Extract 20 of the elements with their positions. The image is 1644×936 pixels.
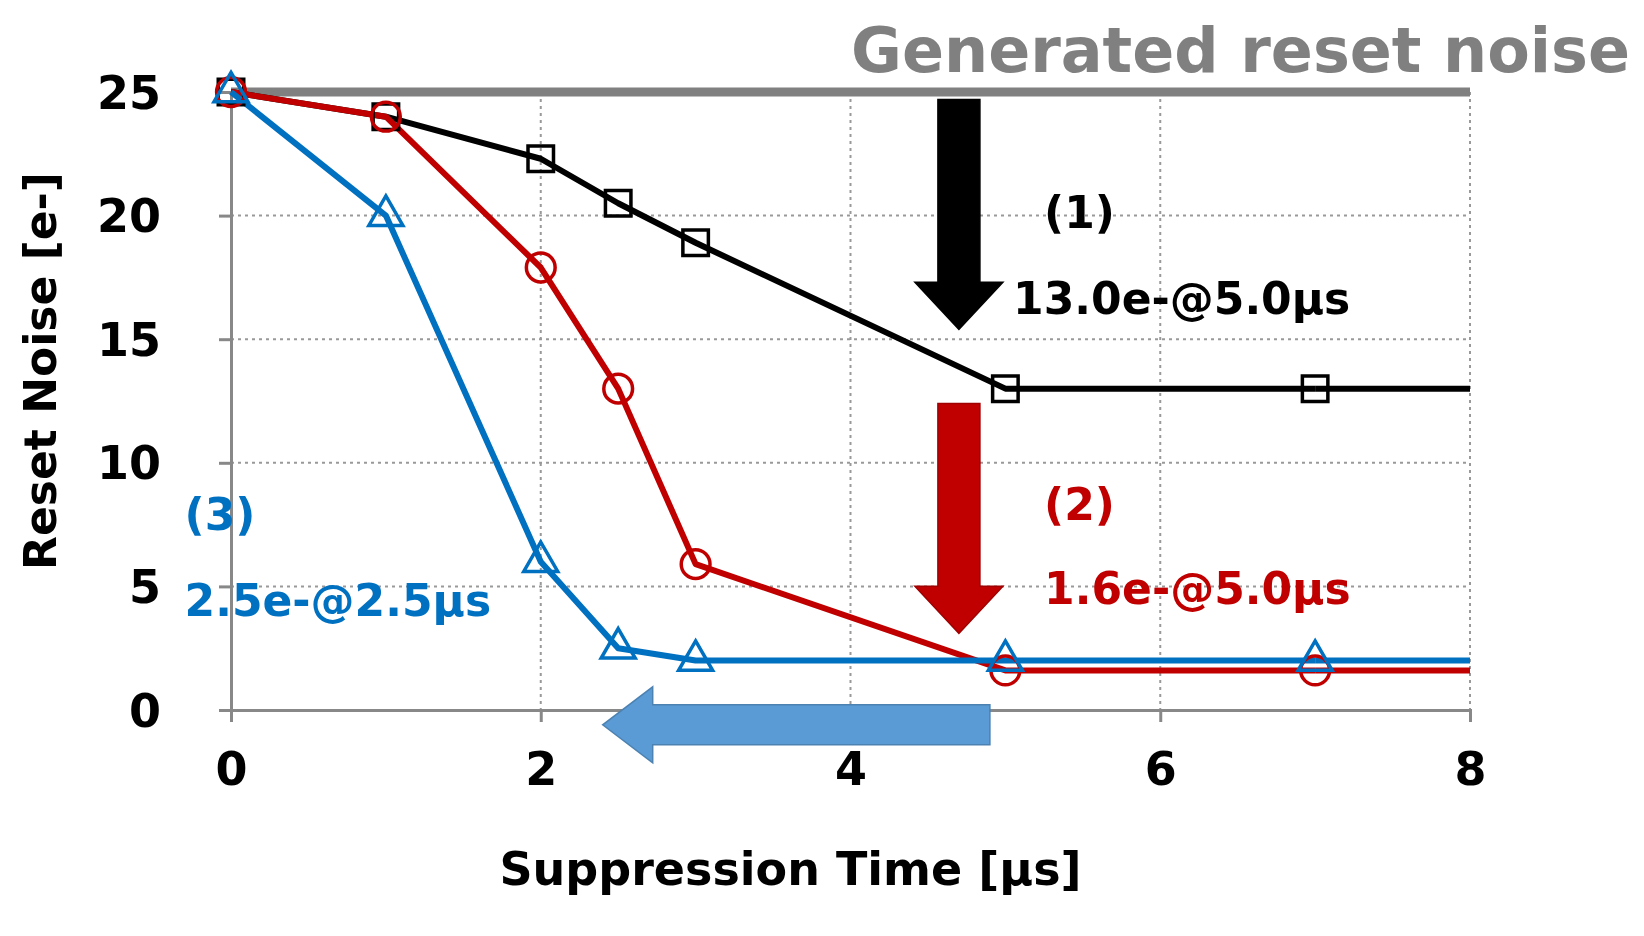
y-tick-label: 15 (96, 312, 161, 367)
y-tick-label: 0 (128, 683, 161, 738)
y-axis-title: Reset Noise [e-] (15, 172, 66, 570)
y-tick-label: 5 (128, 560, 161, 614)
annotation: 2.5e-@2.5μs (184, 575, 492, 627)
y-tick-label: 20 (96, 189, 161, 244)
x-tick-label: 0 (215, 741, 248, 796)
annotation: (2) (1044, 478, 1115, 530)
x-tick-label: 2 (525, 741, 558, 796)
y-tick-label: 10 (96, 436, 161, 491)
annotation: 13.0e-@5.0μs (1013, 273, 1351, 325)
annotation: (3) (184, 488, 256, 540)
x-tick-label: 4 (834, 741, 868, 796)
x-axis-title: Suppression Time [μs] (499, 842, 1082, 896)
annotation: 1.6e-@5.0μs (1044, 562, 1351, 614)
x-tick-label: 6 (1144, 741, 1177, 796)
y-tick-label: 25 (96, 65, 161, 120)
annotation: (1) (1044, 186, 1115, 238)
x-tick-label: 8 (1454, 741, 1487, 796)
ref-line-label: Generated reset noise (851, 14, 1630, 87)
